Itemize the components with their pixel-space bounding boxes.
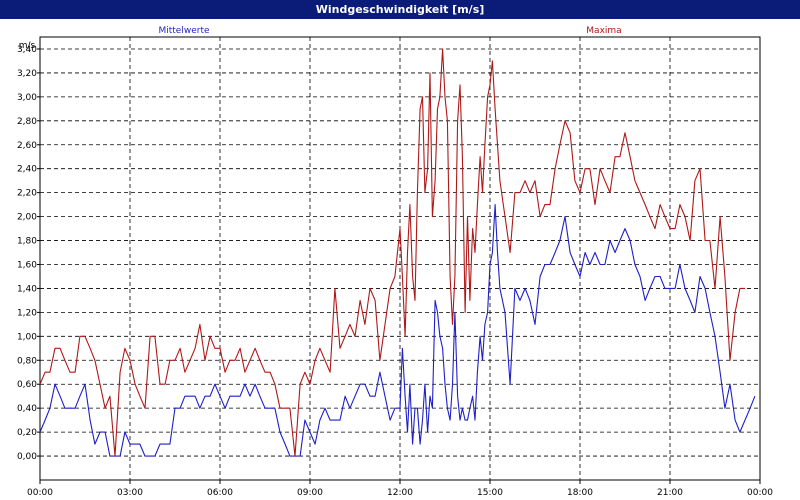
x-tick-time: 18:00 [567, 488, 593, 498]
x-tick-time: 12:00 [387, 488, 413, 498]
x-tick-time: 03:00 [117, 488, 143, 498]
window-title: Windgeschwindigkeit [m/s] [0, 0, 800, 19]
y-tick-label: 2,00 [17, 213, 37, 223]
legend-mittelwerte: Mittelwerte [158, 26, 209, 36]
x-tick-time: 00:00 [27, 488, 53, 498]
y-tick-label: 0,60 [17, 380, 37, 390]
y-tick-label: 2,40 [17, 165, 37, 175]
y-tick-label: 1,80 [17, 237, 37, 247]
legend: Mittelwerte Maxima [158, 26, 621, 36]
y-tick-label: 0,40 [17, 404, 37, 414]
x-tick-time: 06:00 [207, 488, 233, 498]
y-axis-unit: m/s [19, 41, 36, 51]
y-tick-label: 3,20 [17, 69, 37, 79]
y-axis: m/s 0,00 0,20 0,40 0,60 0,80 1,00 1,20 1,40 1,60… [17, 41, 40, 462]
y-tick-label: 0,00 [17, 452, 37, 462]
y-tick-label: 1,40 [17, 284, 37, 294]
y-tick-label: 1,20 [17, 308, 37, 318]
x-tick-time: 21:00 [657, 488, 683, 498]
x-tick-time: 00:00 [747, 488, 773, 498]
wind-speed-chart: m/s 0,00 0,20 0,40 0,60 0,80 1,00 1,20 1,40 1,60… [17, 26, 773, 498]
y-tick-label: 1,60 [17, 260, 37, 270]
series-line-maxima [39, 48, 745, 457]
y-tick-label: 2,60 [17, 141, 37, 151]
series-line-mittelwerte [39, 204, 756, 457]
x-tick-time: 09:00 [297, 488, 323, 498]
y-tick-label: 2,80 [17, 117, 37, 127]
y-tick-label: 3,40 [17, 45, 37, 55]
y-tick-label: 3,00 [17, 93, 37, 103]
x-axis: 00:0014.10.2503:0014.10.2506:0014.10.250… [27, 480, 773, 498]
y-tick-label: 0,20 [17, 428, 37, 438]
grid-lines [40, 37, 760, 480]
series-lines [39, 48, 756, 457]
y-tick-label: 0,80 [17, 356, 37, 366]
x-tick-time: 15:00 [477, 488, 503, 498]
y-tick-label: 1,00 [17, 332, 37, 342]
y-tick-label: 2,20 [17, 189, 37, 199]
legend-maxima: Maxima [586, 26, 621, 36]
